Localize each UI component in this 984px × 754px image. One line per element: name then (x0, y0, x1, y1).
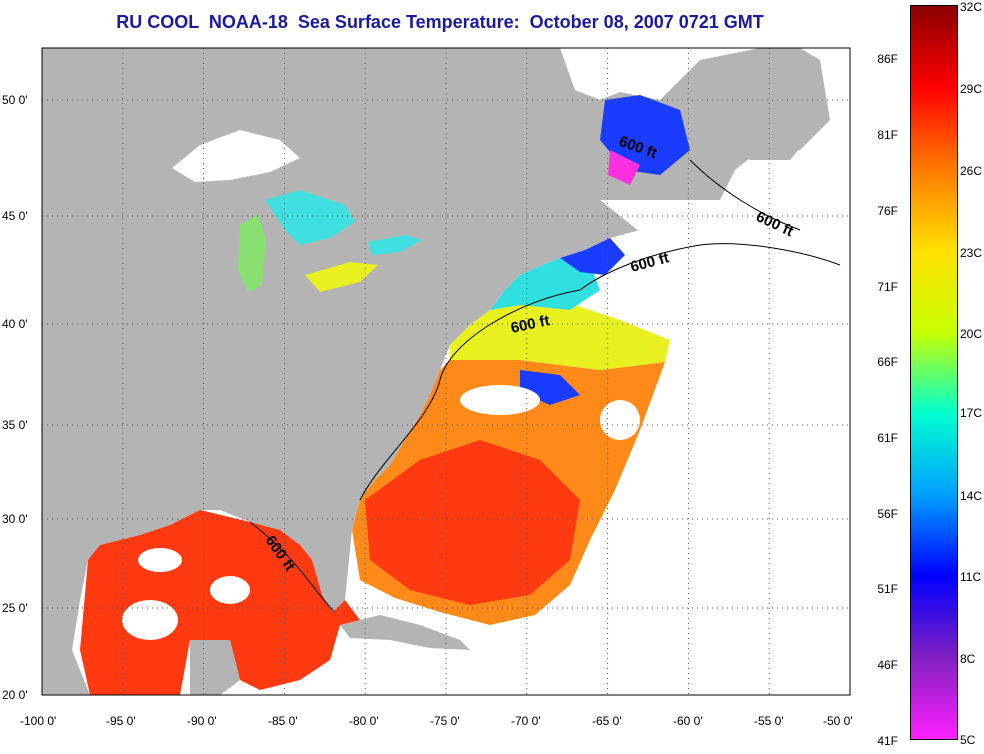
lat-tick: 20 0' (2, 688, 28, 702)
land-cuba (340, 615, 470, 650)
lon-tick: -90 0' (187, 714, 217, 728)
colorbar-f-label: 41F (877, 734, 898, 748)
lat-tick: 30 0' (2, 512, 28, 526)
colorbar-c-label: 5C (960, 733, 976, 747)
colorbar-f-label: 61F (877, 431, 898, 445)
lon-tick: -50 0' (823, 714, 853, 728)
colorbar-f-label: 81F (877, 128, 898, 142)
colorbar-c-label: 26C (960, 164, 983, 178)
lake-erie (305, 262, 378, 292)
colorbar-f-label: 66F (877, 355, 898, 369)
longitude-ticks: -100 0' -95 0' -90 0' -85 0' -80 0' -75 … (20, 714, 853, 728)
temperature-colorbar (910, 5, 958, 740)
lon-tick: -75 0' (430, 714, 460, 728)
map-title: RU COOL NOAA-18 Sea Surface Temperature:… (116, 12, 764, 32)
cloud-atlantic-1 (460, 385, 540, 415)
colorbar-f-label: 51F (877, 582, 898, 596)
cloud-atlantic-2 (600, 400, 640, 440)
gulf-st-lawrence-blue (600, 95, 690, 175)
eddy-magenta (608, 150, 640, 185)
lon-tick: -55 0' (754, 714, 784, 728)
lon-tick: -60 0' (673, 714, 703, 728)
atlantic-red-water (365, 440, 580, 605)
cloud-gulf-3 (210, 576, 250, 604)
lake-ontario (368, 235, 422, 255)
latitude-ticks: 50 0' 45 0' 40 0' 35 0' 30 0' 25 0' 20 0… (2, 93, 28, 702)
slope-water-yellow (450, 300, 670, 370)
contour-600ft (249, 159, 841, 613)
lat-tick: 25 0' (2, 601, 28, 615)
colorbar-c-label: 8C (960, 652, 976, 666)
lat-tick: 45 0' (2, 209, 28, 223)
colorbar-c-label: 20C (960, 327, 983, 341)
shelf-water-cyan (490, 258, 600, 310)
land-yucatan (190, 640, 240, 695)
gulf-of-maine-blue (560, 238, 625, 275)
land-newfoundland (700, 75, 815, 160)
colorbar-c-label: 14C (960, 489, 983, 503)
lat-tick: 35 0' (2, 418, 28, 432)
lon-tick: -70 0' (511, 714, 541, 728)
colorbar-c-label: 11C (960, 570, 982, 584)
colorbar-f-label: 46F (877, 658, 898, 672)
colorbar-f-label: 76F (877, 204, 898, 218)
lon-tick: -100 0' (20, 714, 56, 728)
colorbar-c-label: 32C (960, 0, 983, 14)
cloud-gulf-2 (122, 600, 178, 640)
colorbar-c-label: 23C (960, 246, 983, 260)
lake-michigan (238, 215, 266, 292)
colorbar-c-label: 29C (960, 82, 983, 96)
lat-tick: 50 0' (2, 93, 28, 107)
cloud-gulf-1 (138, 548, 182, 572)
colorbar-f-label: 71F (877, 280, 898, 294)
lon-tick: -65 0' (592, 714, 622, 728)
colorbar-f-label: 56F (877, 507, 898, 521)
map-frame (41, 47, 851, 696)
lon-tick: -95 0' (106, 714, 136, 728)
lake-huron (265, 190, 355, 245)
lon-tick: -85 0' (268, 714, 298, 728)
colorbar-f-label: 86F (877, 52, 898, 66)
lat-tick: 40 0' (2, 317, 28, 331)
lon-tick: -80 0' (349, 714, 379, 728)
colorbar-c-label: 17C (960, 406, 983, 420)
